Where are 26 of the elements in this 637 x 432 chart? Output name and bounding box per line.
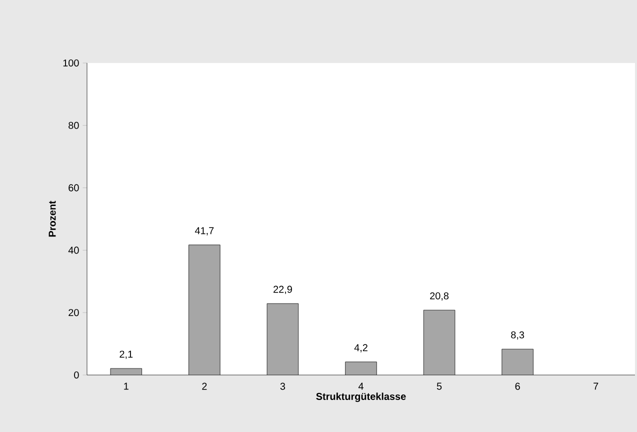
x-tick-label: 3 xyxy=(280,382,286,390)
y-tick-label: 100 xyxy=(63,59,79,67)
x-tick-label: 5 xyxy=(436,382,442,390)
bar xyxy=(188,244,220,375)
x-tick-label: 7 xyxy=(594,382,598,390)
data-label: 20,8 xyxy=(430,292,449,301)
data-label: 4,2 xyxy=(354,344,368,352)
bar xyxy=(345,362,377,375)
x-tick-label: 1 xyxy=(124,382,128,390)
bar xyxy=(424,310,455,375)
y-axis-title: Prozent xyxy=(48,200,56,237)
x-tick-label: 2 xyxy=(202,382,207,390)
data-label: 22,9 xyxy=(274,286,292,294)
data-label: 8,3 xyxy=(511,331,524,340)
x-tick-label: 4 xyxy=(358,382,364,390)
data-label: 41,7 xyxy=(194,227,214,236)
x-tick-label: 6 xyxy=(515,382,520,390)
data-label: 2,1 xyxy=(120,350,133,359)
y-tick-label: 60 xyxy=(68,184,79,192)
y-tick-label: 0 xyxy=(74,371,79,379)
y-tick-label: 80 xyxy=(68,122,79,129)
x-axis-title: Strukturgüteklasse xyxy=(316,392,406,402)
bar xyxy=(267,304,298,375)
bar xyxy=(502,348,534,375)
y-tick-label: 20 xyxy=(68,309,79,316)
y-tick-label: 40 xyxy=(68,246,79,254)
